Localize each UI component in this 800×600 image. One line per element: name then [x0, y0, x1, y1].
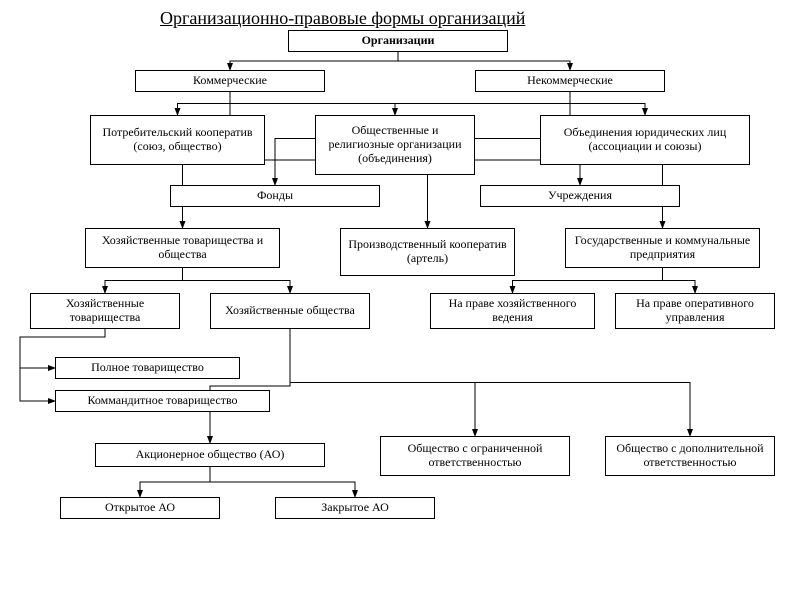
node-uchr: Учреждения [480, 185, 680, 207]
node-ao: Акционерное общество (АО) [95, 443, 325, 467]
edge-noncomm-to-obyed [570, 92, 645, 115]
node-hoz_ved: На праве хозяйственного ведения [430, 293, 595, 329]
edge-hoz_obs-to-ooo [290, 329, 475, 436]
node-comm: Коммерческие [135, 70, 325, 92]
edge-gos-to-hoz_ved [513, 268, 663, 293]
edge-ao-to-zao [210, 467, 355, 497]
node-hoz_tov: Хозяйственные товарищества [30, 293, 180, 329]
node-hoz_tio: Хозяйственные товарищества и общества [85, 228, 280, 268]
edge-org-to-noncomm [398, 52, 570, 70]
node-zao: Закрытое АО [275, 497, 435, 519]
diagram-canvas: Организационно-правовые формы организаци… [0, 0, 800, 600]
diagram-title: Организационно-правовые формы организаци… [160, 8, 525, 29]
node-hoz_obs: Хозяйственные общества [210, 293, 370, 329]
node-obyed: Объединения юридических лиц (ассоциации … [540, 115, 750, 165]
node-obrel: Общественные и религиозные организации (… [315, 115, 475, 175]
node-gos: Государственные и коммунальные предприят… [565, 228, 760, 268]
node-ooo: Общество с ограниченной ответственностью [380, 436, 570, 476]
node-oper_upr: На праве оперативного управления [615, 293, 775, 329]
node-proizv: Производственный кооператив (артель) [340, 228, 515, 276]
node-odo: Общество с дополнительной ответственност… [605, 436, 775, 476]
node-potreb: Потребительский кооператив (союз, общест… [90, 115, 265, 165]
edge-noncomm-to-potreb [178, 92, 571, 115]
edge-noncomm-to-obrel [395, 92, 570, 115]
edge-hoz_obs-to-ao [210, 329, 290, 443]
node-komm_tov: Коммандитное товарищество [55, 390, 270, 412]
edge-hoz_tio-to-hoz_obs [183, 268, 291, 293]
edge-org-to-comm [230, 52, 398, 70]
node-oao: Открытое АО [60, 497, 220, 519]
node-poln_tov: Полное товарищество [55, 357, 240, 379]
edge-hoz_tio-to-hoz_tov [105, 268, 183, 293]
edge-ao-to-oao [140, 467, 210, 497]
node-fondy: Фонды [170, 185, 380, 207]
edge-hoz_obs-to-odo [290, 329, 690, 436]
node-org: Организации [288, 30, 508, 52]
edge-gos-to-oper_upr [663, 268, 696, 293]
node-noncomm: Некоммерческие [475, 70, 665, 92]
